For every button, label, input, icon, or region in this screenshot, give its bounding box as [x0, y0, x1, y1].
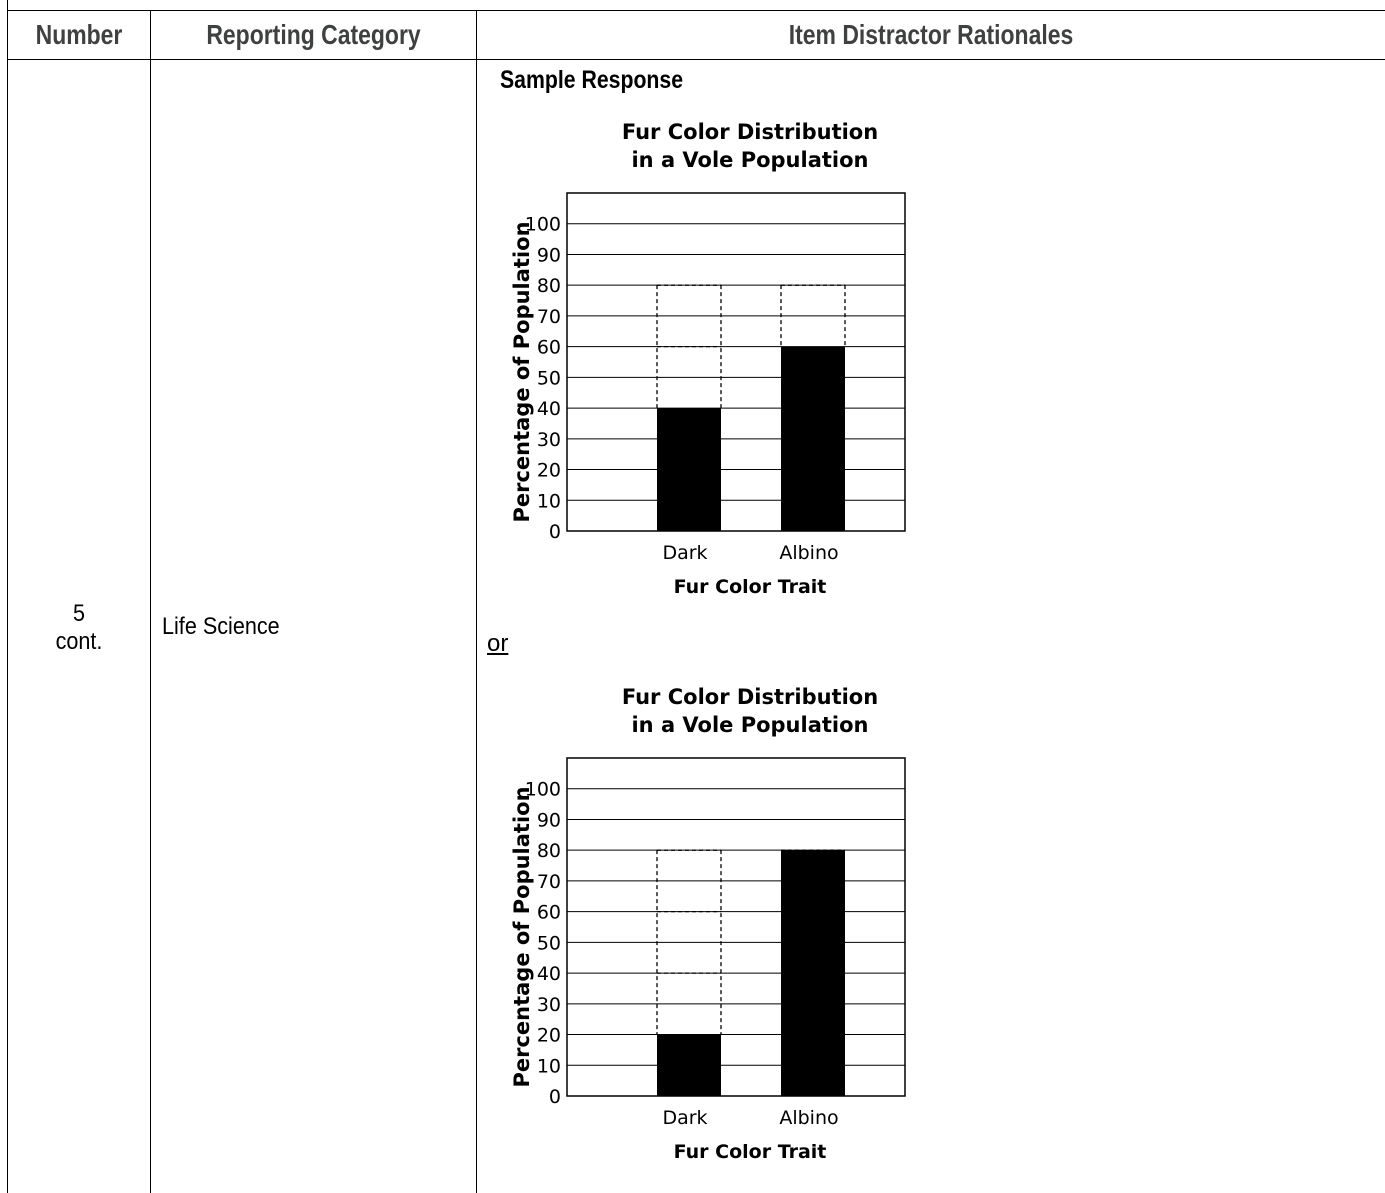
y-tick-label: 40 — [537, 398, 561, 420]
plot-frame — [566, 757, 906, 1097]
or-separator: or — [487, 630, 509, 657]
chart-title-line: Fur Color Distribution — [622, 685, 878, 709]
y-tick-label: 10 — [537, 1055, 561, 1077]
y-tick-label: 40 — [537, 963, 561, 985]
bar-chart-1: Fur Color Distribution in a Vole Populati… — [510, 120, 906, 598]
y-tick-label: 100 — [525, 779, 561, 801]
sample-response-heading: Sample Response — [500, 66, 684, 94]
header-divider — [7, 59, 1385, 60]
bar-chart-2: Fur Color Distribution in a Vole Populati… — [510, 685, 906, 1163]
x-tick-label: Dark — [662, 1107, 707, 1129]
column-divider-2 — [476, 10, 477, 1193]
y-tick-label: 80 — [537, 840, 561, 862]
x-axis-label: Fur Color Trait — [674, 1141, 827, 1163]
header-item-distractor-rationales: Item Distractor Rationales — [788, 18, 1074, 50]
y-tick-label: 90 — [537, 809, 561, 831]
x-tick-label: Albino — [779, 542, 838, 564]
table-frame — [7, 0, 1385, 1193]
bar-dark — [657, 1034, 721, 1096]
chart-title-line: Fur Color Distribution — [622, 120, 878, 144]
y-tick-label: 50 — [537, 367, 561, 389]
y-tick-label: 60 — [537, 902, 561, 924]
y-tick-label: 30 — [537, 429, 561, 451]
y-tick-label: 0 — [549, 521, 561, 543]
column-divider-1 — [150, 10, 151, 1193]
x-axis-label: Fur Color Trait — [674, 576, 827, 598]
y-tick-label: 20 — [537, 1025, 561, 1047]
y-axis-label: Percentage of Population — [510, 221, 534, 522]
y-tick-label: 70 — [537, 871, 561, 893]
y-tick-label: 0 — [549, 1086, 561, 1108]
bar-albino — [781, 346, 845, 531]
bar-albino — [781, 850, 845, 1096]
header-number: Number — [35, 18, 123, 50]
y-tick-label: 70 — [537, 306, 561, 328]
bar-dark — [657, 408, 721, 531]
y-tick-label: 50 — [537, 932, 561, 954]
y-tick-label: 20 — [537, 460, 561, 482]
chart-title-line: in a Vole Population — [631, 713, 868, 737]
x-tick-label: Albino — [779, 1107, 838, 1129]
reporting-category: Life Science — [162, 613, 280, 640]
header-reporting-category: Reporting Category — [206, 18, 421, 50]
y-tick-label: 100 — [525, 214, 561, 236]
chart-title-line: in a Vole Population — [631, 148, 868, 172]
y-tick-label: 90 — [537, 244, 561, 266]
y-axis-label: Percentage of Population — [510, 786, 534, 1087]
y-tick-label: 10 — [537, 490, 561, 512]
item-number: 5 cont. — [15, 600, 143, 656]
y-tick-label: 30 — [537, 994, 561, 1016]
item-number-value: 5 — [72, 600, 86, 627]
table-top-border — [7, 10, 1385, 11]
y-tick-label: 80 — [537, 275, 561, 297]
y-tick-label: 60 — [537, 337, 561, 359]
item-number-cont: cont. — [55, 628, 103, 655]
x-tick-label: Dark — [662, 542, 707, 564]
plot-frame — [566, 192, 906, 532]
